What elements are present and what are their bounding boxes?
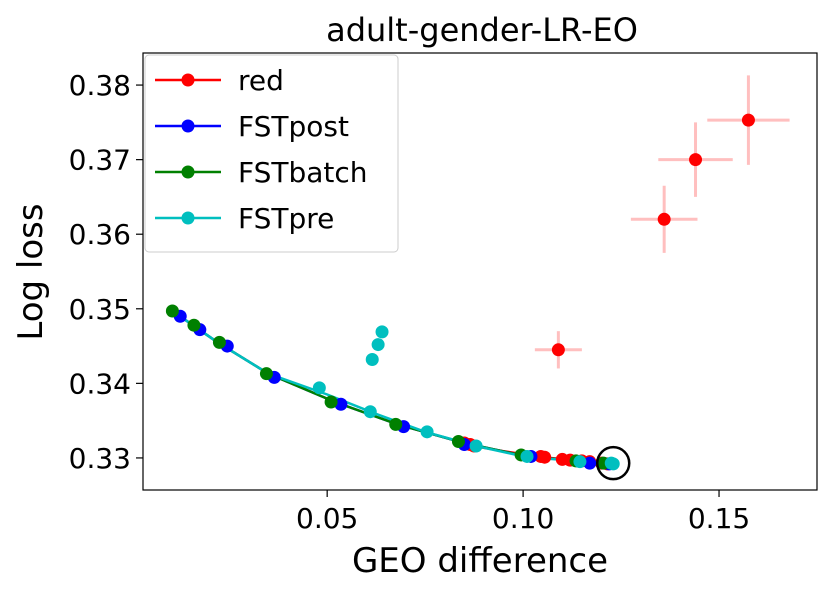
y-tick-label: 0.36 (69, 218, 131, 251)
legend: red FSTpost FSTbatch FSTpre (144, 54, 399, 253)
legend-marker (181, 119, 195, 133)
data-point-red (689, 153, 703, 167)
legend-marker (181, 165, 195, 179)
data-point-FSTbatch (212, 335, 226, 349)
legend-item-FSTpost: FSTpost (155, 110, 349, 143)
x-tick-label: 0.05 (296, 502, 358, 535)
data-point-FSTbatch (324, 395, 338, 409)
y-tick-label: 0.38 (69, 69, 131, 102)
data-point-red (538, 450, 552, 464)
y-tick-label: 0.34 (69, 367, 131, 400)
data-point-red (741, 113, 755, 127)
y-tick-label: 0.35 (69, 293, 131, 326)
data-point-red (551, 343, 565, 357)
data-point-FSTpre (312, 381, 326, 395)
data-point-FSTbatch (451, 435, 465, 449)
legend-item-red: red (155, 64, 284, 97)
x-tick-label: 0.15 (688, 502, 750, 535)
x-tick-label: 0.10 (492, 502, 554, 535)
data-point-FSTbatch (187, 318, 201, 332)
series-line-FSTpre (171, 309, 614, 465)
data-point-FSTpre (363, 405, 377, 419)
y-tick-label: 0.37 (69, 144, 131, 177)
legend-label: red (238, 64, 284, 97)
y-tick-label: 0.33 (69, 442, 131, 475)
data-point-FSTpre (606, 457, 620, 471)
highlight-circle (595, 445, 631, 481)
data-point-red (657, 212, 671, 226)
data-point-FSTpre (371, 338, 385, 352)
axis-ticks: 0.05 0.10 0.15 0.33 0.34 0.35 0.36 0.37 0.38 (69, 69, 751, 535)
legend-label: FSTpost (238, 110, 349, 143)
plot-frame (142, 52, 818, 491)
legend-item-FSTpre: FSTpre (155, 202, 334, 235)
legend-label: FSTbatch (238, 156, 368, 189)
legend-box (144, 54, 399, 253)
series-line-FSTbatch (171, 309, 610, 465)
data-point-FSTpost (334, 397, 348, 411)
data-point-FSTpre (469, 439, 483, 453)
x-axis-title: GEO difference (352, 541, 608, 581)
data-point-FSTpre (365, 352, 379, 366)
data-point-FSTpre (520, 449, 534, 463)
data-point-FSTpre (375, 325, 389, 339)
legend-marker (181, 73, 195, 87)
plot-content (165, 75, 790, 481)
series-line-FSTpost (171, 309, 610, 465)
data-point-FSTbatch (259, 367, 273, 381)
legend-item-FSTbatch: FSTbatch (155, 156, 368, 189)
y-axis-title: Log loss (11, 203, 51, 340)
data-point-FSTpre (573, 455, 587, 469)
data-point-FSTpost (583, 456, 597, 470)
legend-marker (181, 211, 195, 225)
data-point-FSTbatch (165, 304, 179, 318)
data-point-FSTbatch (389, 417, 403, 431)
legend-label: FSTpre (238, 202, 334, 235)
chart-title: adult-gender-LR-EO (326, 11, 638, 49)
data-point-FSTpre (420, 425, 434, 439)
